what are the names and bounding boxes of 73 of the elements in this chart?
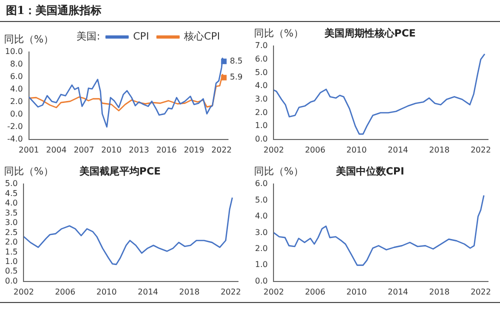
y-tick-label: 4.0 xyxy=(4,198,18,208)
x-tick-label: 2001 xyxy=(18,145,39,154)
chart-title: 美国截尾平均PCE xyxy=(78,166,161,178)
x-tick-label: 2022 xyxy=(211,145,232,154)
x-tick-label: 2002 xyxy=(14,287,34,296)
y-tick-label: 4.0 xyxy=(10,84,23,94)
x-tick-label: 2016 xyxy=(156,145,177,154)
data-label: 5.9 xyxy=(230,72,243,82)
x-tick-label: 2002 xyxy=(264,145,284,154)
x-tick-label: 2018 xyxy=(179,287,200,296)
data-label: 8.5 xyxy=(230,56,243,66)
y-tick-label: 2.5 xyxy=(4,228,18,237)
x-tick-label: 2022 xyxy=(470,287,491,296)
x-tick-label: 2002 xyxy=(264,287,284,296)
y-tick-label: 8.0 xyxy=(10,60,23,69)
x-tick-label: 2022 xyxy=(220,287,241,296)
x-tick-label: 2014 xyxy=(388,287,408,296)
y-tick-label: 4.0 xyxy=(254,212,268,221)
y-tick-label: 5.0 xyxy=(4,179,18,188)
y-tick-label: 3.5 xyxy=(4,208,18,218)
y-tick-label: 1.5 xyxy=(4,247,18,256)
x-tick-label: 2006 xyxy=(304,145,326,154)
x-tick-label: 2010 xyxy=(346,287,367,296)
legend-label: 核心CPI xyxy=(183,30,220,43)
x-tick-label: 2013 xyxy=(128,145,150,154)
y-tick-label: -2.0 xyxy=(7,122,23,131)
x-tick-label: 2010 xyxy=(346,145,367,154)
y-tick-label: 6.0 xyxy=(10,72,23,82)
y-tick-label: 10.0 xyxy=(5,47,23,56)
y-tick-label: 0.0 xyxy=(254,276,268,286)
y-tick-label: 3.0 xyxy=(254,94,268,104)
x-tick-label: 2006 xyxy=(304,287,326,296)
y-tick-label: 2.0 xyxy=(4,238,18,247)
y-tick-label: 3.0 xyxy=(254,228,268,237)
y-tick-label: 2.0 xyxy=(10,97,23,106)
x-tick-label: 2006 xyxy=(54,287,76,296)
y-tick-label: 6.0 xyxy=(254,54,268,64)
legend-label: CPI xyxy=(133,32,150,43)
y-tick-label: 0.0 xyxy=(4,276,18,286)
chart-title: 美国中位数CPI xyxy=(334,166,404,178)
y-tick-label: 1.0 xyxy=(4,257,18,266)
y-tick-label: 1.0 xyxy=(254,121,268,130)
y-tick-label: 1.0 xyxy=(254,260,268,270)
x-tick-label: 2018 xyxy=(429,287,450,296)
y-tick-label: -4.0 xyxy=(7,134,23,144)
y-axis-title: 同比（%） xyxy=(4,166,54,178)
y-tick-label: 2.0 xyxy=(254,244,268,254)
x-tick-label: 2004 xyxy=(46,145,67,154)
x-tick-label: 2007 xyxy=(74,145,94,154)
y-axis-title: 同比（%） xyxy=(254,28,304,40)
x-tick-label: 2010 xyxy=(101,145,122,154)
x-tick-label: 2022 xyxy=(470,145,491,154)
y-tick-label: 4.0 xyxy=(254,81,268,90)
y-tick-label: 5.0 xyxy=(254,68,268,77)
chart-title: 美国周期性核心PCE xyxy=(323,28,416,40)
x-tick-label: 2019 xyxy=(184,145,204,154)
y-axis-title: 同比（%） xyxy=(254,166,304,178)
y-tick-label: 3.0 xyxy=(4,218,18,228)
x-tick-label: 2014 xyxy=(388,145,408,154)
chart-title: 图1：美国通胀指标 xyxy=(6,3,102,18)
y-tick-label: 5.0 xyxy=(254,195,268,204)
y-axis-title: 同比（%） xyxy=(4,34,54,46)
y-tick-label: 2.0 xyxy=(254,108,268,117)
x-tick-label: 2014 xyxy=(138,287,158,296)
y-tick-label: 6.0 xyxy=(254,179,268,188)
y-tick-label: 0.0 xyxy=(10,110,23,119)
y-tick-label: 7.0 xyxy=(254,41,268,50)
legend-title: 美国: xyxy=(76,30,100,43)
x-tick-label: 2018 xyxy=(429,145,450,154)
x-tick-label: 2010 xyxy=(96,287,117,296)
y-tick-label: 0.0 xyxy=(254,134,268,144)
y-tick-label: 0.5 xyxy=(4,266,18,276)
y-tick-label: 4.5 xyxy=(4,188,18,198)
